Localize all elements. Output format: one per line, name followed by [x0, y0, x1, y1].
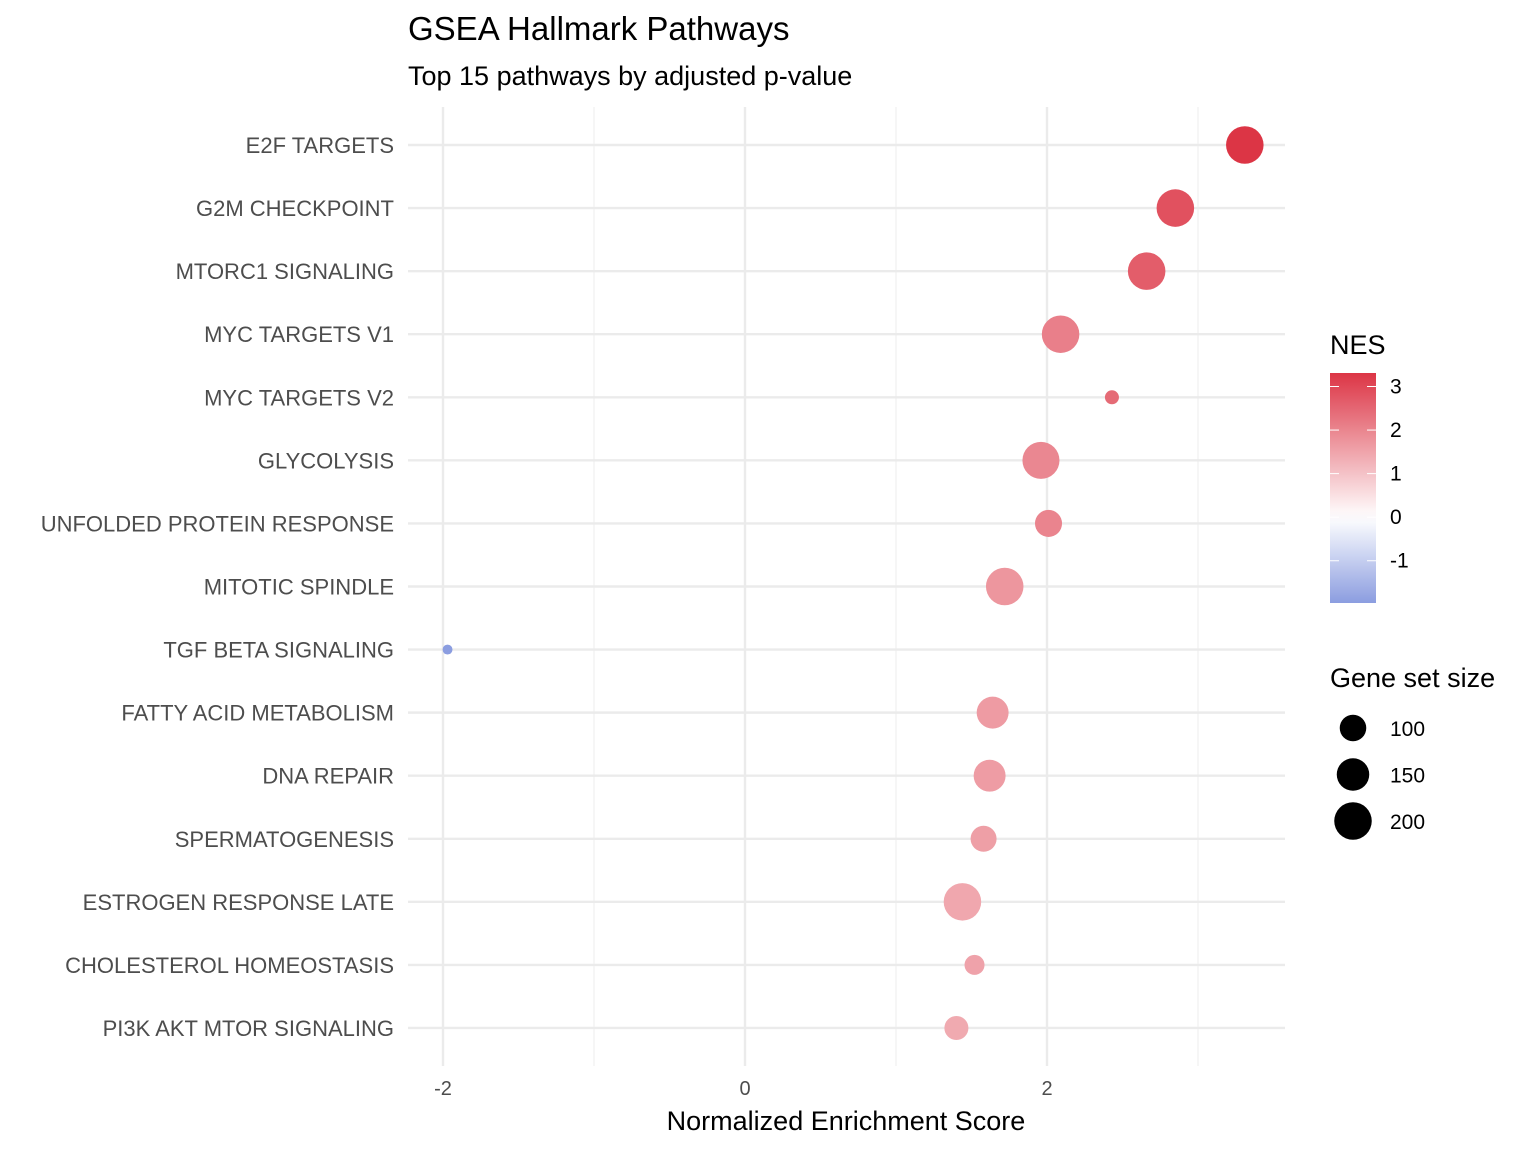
point-tgf-beta-signaling	[442, 644, 453, 655]
y-tick-label: MTORC1 SIGNALING	[176, 259, 394, 284]
point-fatty-acid-metabolism	[976, 696, 1009, 729]
x-axis-title: Normalized Enrichment Score	[667, 1106, 1026, 1136]
size-legend-key	[1336, 758, 1370, 791]
size-legend-label: 200	[1390, 811, 1425, 834]
point-e2f-targets	[1226, 126, 1264, 164]
y-tick-label: SPERMATOGENESIS	[175, 827, 394, 852]
color-legend-label: 2	[1390, 419, 1402, 442]
point-g2m-checkpoint	[1156, 189, 1195, 227]
y-tick-label: ESTROGEN RESPONSE LATE	[83, 890, 394, 915]
size-legend-label: 150	[1390, 765, 1425, 788]
size-legend-key	[1339, 714, 1367, 742]
size-legend-title: Gene set size	[1330, 663, 1495, 693]
point-dna-repair	[973, 759, 1006, 792]
color-legend: NES 3 2 1 0 -1	[1330, 330, 1409, 603]
y-tick-label: TGF BETA SIGNALING	[163, 638, 394, 663]
points	[442, 126, 1264, 1040]
y-tick-label: MYC TARGETS V1	[204, 322, 394, 347]
point-glycolysis	[1022, 441, 1060, 479]
color-legend-label: 3	[1390, 376, 1402, 399]
y-axis-labels: E2F TARGETS G2M CHECKPOINT MTORC1 SIGNALIN…	[41, 133, 394, 1041]
y-tick-label: MITOTIC SPINDLE	[204, 574, 394, 599]
size-legend-key	[1334, 802, 1372, 840]
x-tick-label: 0	[739, 1078, 750, 1100]
point-spermatogenesis	[970, 825, 997, 852]
color-bar	[1330, 373, 1376, 603]
color-legend-label: 1	[1390, 463, 1402, 486]
chart-title: GSEA Hallmark Pathways	[408, 10, 789, 47]
y-tick-label: G2M CHECKPOINT	[196, 196, 394, 221]
grid	[408, 107, 1285, 1066]
y-tick-label: MYC TARGETS V2	[204, 385, 394, 410]
point-unfolded-protein-response	[1034, 509, 1063, 537]
point-cholesterol-homeostasis	[964, 954, 985, 975]
point-estrogen-response-late	[943, 883, 982, 921]
point-pi3k-akt-mtor-signaling	[944, 1015, 969, 1040]
point-myc-targets-v1	[1041, 315, 1080, 353]
point-myc-targets-v2	[1104, 390, 1119, 405]
x-tick-label: 2	[1041, 1078, 1052, 1100]
point-mtorc1-signaling	[1127, 252, 1166, 290]
y-tick-label: CHOLESTEROL HOMEOSTASIS	[65, 953, 394, 978]
y-tick-label: FATTY ACID METABOLISM	[121, 701, 394, 726]
y-tick-label: DNA REPAIR	[262, 764, 394, 789]
chart-subtitle: Top 15 pathways by adjusted p-value	[408, 61, 852, 91]
point-mitotic-spindle	[985, 567, 1024, 606]
x-tick-label: -2	[434, 1078, 452, 1100]
color-legend-label: -1	[1390, 550, 1409, 573]
y-tick-label: UNFOLDED PROTEIN RESPONSE	[41, 511, 394, 536]
color-legend-label: 0	[1390, 506, 1402, 529]
y-tick-label: GLYCOLYSIS	[258, 448, 394, 473]
color-legend-title: NES	[1330, 330, 1386, 360]
size-legend-label: 100	[1390, 718, 1425, 741]
size-legend: Gene set size 100 150 200	[1330, 663, 1495, 840]
y-tick-label: E2F TARGETS	[246, 133, 394, 158]
y-tick-label: PI3K AKT MTOR SIGNALING	[103, 1016, 394, 1041]
x-axis-ticks: -2 0 2	[434, 1078, 1052, 1100]
